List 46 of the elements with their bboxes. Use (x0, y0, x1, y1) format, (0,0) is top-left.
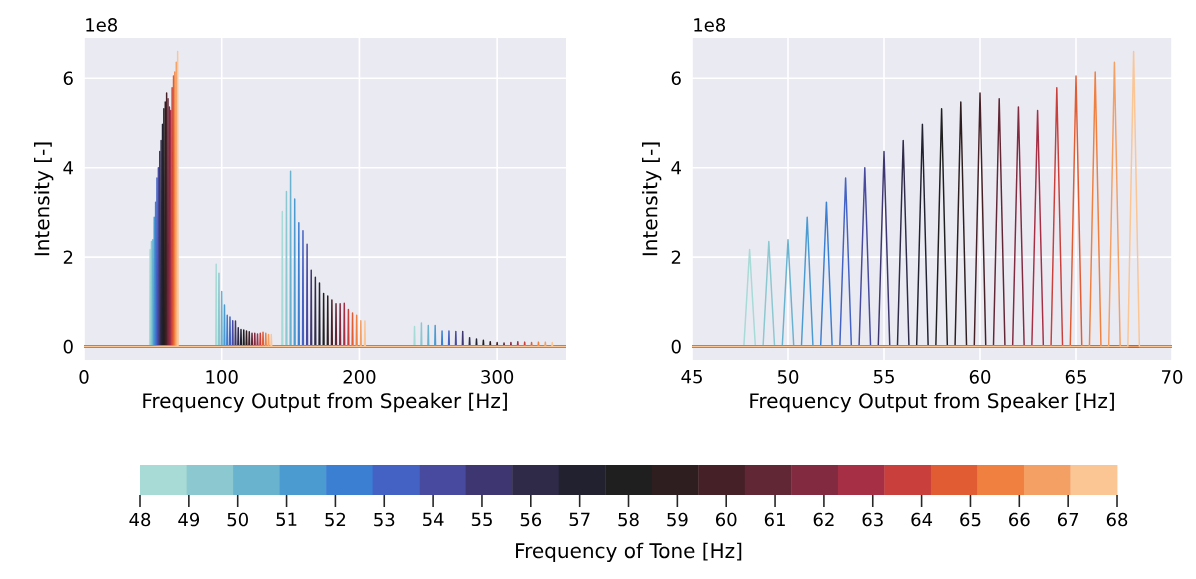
color-bar-label: 51 (276, 512, 297, 527)
x-tick-label: 100 (206, 370, 238, 384)
color-bar-label: 56 (520, 512, 542, 527)
color-bar-label: 54 (423, 512, 444, 527)
color-bar-label: 53 (374, 512, 395, 527)
y-tick-label: 0 (63, 339, 73, 354)
color-bar-title: Frequency of Tone [Hz] (516, 542, 742, 563)
color-bar-label: 68 (1106, 512, 1128, 527)
y-axis-title: Intensity [-] (642, 142, 662, 256)
color-bar-label: 60 (716, 512, 737, 527)
x-tick-label: 65 (1065, 370, 1086, 384)
y-tick-label: 2 (63, 250, 73, 264)
color-bar-label: 50 (227, 512, 248, 527)
x-tick-label: 50 (777, 370, 799, 384)
y-axis-title: Intensity [-] (34, 142, 54, 256)
color-bar-label: 57 (569, 512, 590, 527)
y-tick-label: 4 (671, 161, 681, 175)
y-tick-label: 0 (671, 339, 681, 354)
color-bar-label: 52 (325, 512, 346, 527)
y-tick-label: 6 (63, 71, 73, 86)
color-bar-label: 48 (129, 512, 151, 527)
color-bar-label: 67 (1057, 512, 1079, 527)
text: 1e8 (86, 18, 118, 32)
y-tick-label: 2 (671, 250, 681, 264)
x-tick-label: 70 (1162, 370, 1183, 384)
color-bar-label: 58 (618, 512, 639, 527)
text: 1e8 (694, 18, 726, 32)
color-bar-label: 49 (178, 512, 200, 527)
color-bar-label: 55 (471, 512, 492, 527)
x-tick-label: 200 (343, 370, 376, 384)
x-axis-title: Frequency Output from Speaker [Hz] (750, 392, 1114, 413)
x-tick-label: 55 (873, 370, 894, 384)
x-tick-label: 45 (681, 370, 702, 384)
color-bar-label: 59 (667, 512, 688, 527)
y-tick-label: 6 (671, 71, 681, 86)
color-bar-label: 61 (764, 512, 785, 527)
y-tick-label: 4 (63, 161, 73, 175)
color-bar-label: 62 (813, 512, 834, 527)
color-bar-label: 63 (862, 512, 883, 527)
x-axis-title: Frequency Output from Speaker [Hz] (143, 392, 507, 413)
color-bar-label: 64 (911, 512, 933, 527)
x-tick-label: 0 (79, 370, 89, 384)
x-tick-label: 60 (969, 370, 991, 384)
color-bar-label: 66 (1009, 512, 1030, 527)
x-tick-label: 300 (481, 370, 514, 384)
color-bar-label: 65 (960, 512, 981, 527)
